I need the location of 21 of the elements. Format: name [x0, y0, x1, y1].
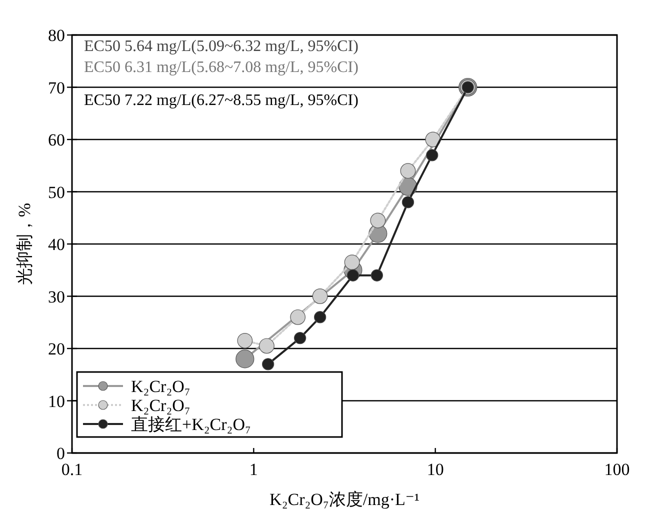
y-tick-label: 70 [48, 78, 65, 98]
legend-label: K₂Cr₂O₇ [131, 377, 190, 396]
y-tick-label: 80 [48, 26, 65, 45]
y-tick-label: 50 [48, 182, 65, 202]
y-tick-label: 40 [48, 235, 65, 254]
annotation: EC50 5.64 mg/L(5.09~6.32 mg/L, 95%CI) [84, 38, 358, 55]
annotation: EC50 7.22 mg/L(6.27~8.55 mg/L, 95%CI) [84, 92, 358, 109]
y-tick-label: 0 [56, 444, 65, 463]
y-tick-label: 60 [48, 130, 65, 150]
y-tick-label: 30 [48, 287, 65, 306]
y-axis-title: 光抑制，% [15, 202, 34, 286]
y-tick-label: 20 [48, 340, 65, 358]
x-axis-title: K₂Cr₂O₇浓度/mg·L⁻¹ [270, 490, 420, 509]
annotation: EC50 6.31 mg/L(5.68~7.08 mg/L, 95%CI) [84, 59, 358, 76]
x-tick-label: 100 [604, 460, 630, 479]
x-tick-label: 1 [249, 460, 258, 479]
y-tick-label: 10 [48, 392, 65, 411]
legend-label: K₂Cr₂O₇ [131, 396, 190, 415]
x-tick-label: 10 [426, 460, 444, 479]
x-tick-label: 0.1 [61, 460, 83, 479]
legend-label: 直接红+K₂Cr₂O₇ [131, 415, 251, 434]
